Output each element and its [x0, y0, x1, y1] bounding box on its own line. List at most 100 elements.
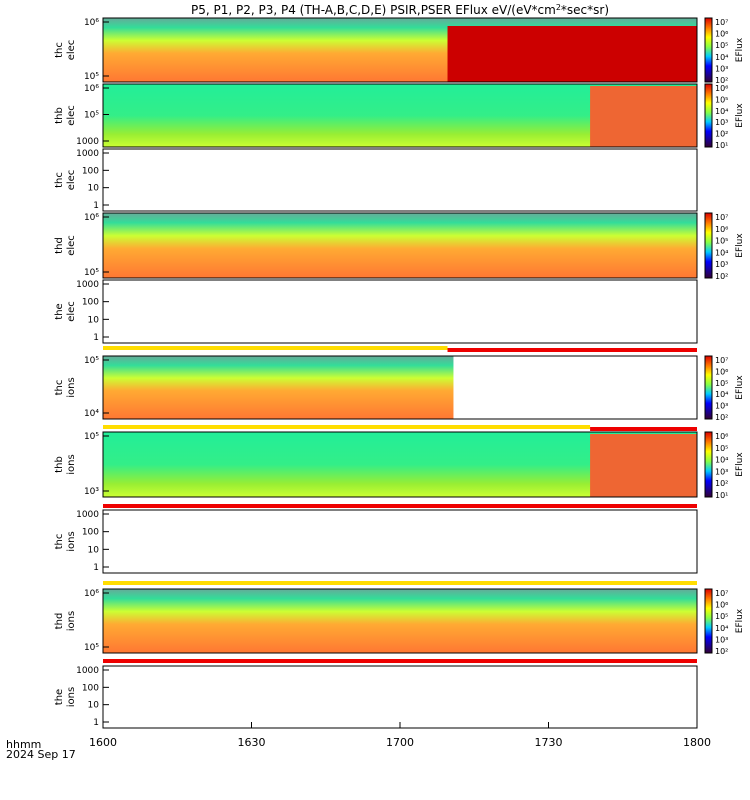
colorbar-tick-label: 10⁶ — [715, 225, 728, 234]
y-tick-label: 10⁶ — [84, 84, 99, 94]
colorbar-tick-label: 10⁴ — [715, 624, 728, 633]
panel-label-probe: thc — [54, 42, 65, 58]
date-label: 2024 Sep 17 — [6, 748, 76, 761]
y-tick-label: 1 — [93, 718, 99, 728]
y-tick-label: 10 — [88, 184, 100, 194]
panel-3: 1 10 100 1000 thc elec — [54, 148, 698, 212]
colorbar-tick-label: 10⁴ — [715, 456, 728, 465]
panel-9: 10⁷ 10⁶ 10⁵ 10⁴ 10³ 10² EFlux 10⁵ 10⁶ thd ions — [54, 588, 745, 656]
heatmap-fill — [103, 589, 697, 653]
colorbar-label: EFlux — [735, 375, 745, 400]
y-tick-label: 10⁴ — [84, 409, 99, 419]
x-tick-label: 1800 — [683, 736, 711, 749]
panel-frame — [102, 279, 698, 344]
y-tick-label: 1 — [93, 333, 99, 343]
figure-title: P5, P1, P2, P3, P4 (TH-A,B,C,D,E) PSIR,P… — [191, 3, 609, 17]
colorbar-tick-label: 10⁶ — [715, 84, 728, 93]
colorbar-tick-label: 10⁴ — [715, 390, 728, 399]
y-tick-label: 10⁶ — [84, 589, 99, 599]
colorbar-tick-label: 10⁶ — [715, 601, 728, 610]
panel-label-species: elec — [66, 105, 77, 126]
colorbar-tick-label: 10³ — [715, 118, 728, 127]
panel-label-probe: thc — [54, 172, 65, 188]
panel-label-species: elec — [66, 170, 77, 191]
x-tick-label: 1730 — [535, 736, 563, 749]
colorbar-tick-label: 10³ — [715, 467, 728, 476]
panel-label-probe: thd — [54, 613, 65, 630]
panel-2: 10⁶ 10⁵ 10⁴ 10³ 10² 10¹ EFlux 1000 10⁵ 10⁶ thb elec — [54, 83, 745, 150]
status-bar — [103, 581, 697, 585]
panel-frame — [102, 212, 698, 279]
panel-label-species: ions — [66, 454, 77, 474]
colorbar-tick-label: 10⁵ — [715, 612, 728, 621]
y-tick-label: 100 — [82, 528, 99, 538]
y-tick-label: 10⁵ — [84, 72, 99, 82]
y-tick-label: 1000 — [76, 137, 99, 147]
colorbar-label: EFlux — [735, 233, 745, 258]
colorbar-tick-label: 10⁶ — [715, 432, 728, 441]
y-tick-label: 10⁵ — [84, 111, 99, 121]
heatmap-block — [590, 434, 697, 497]
heatmap-fill — [103, 213, 697, 278]
colorbar-tick-label: 10² — [715, 272, 728, 281]
panel-label-probe: thc — [54, 380, 65, 396]
colorbar — [704, 83, 713, 148]
panel-6: 10⁷ 10⁶ 10⁵ 10⁴ 10³ 10² EFlux 10⁴ 10⁵ thc ions — [54, 355, 745, 422]
y-tick-label: 10⁵ — [84, 432, 99, 442]
y-tick-label: 10³ — [84, 487, 99, 497]
colorbar-tick-label: 10⁴ — [715, 107, 728, 116]
colorbar-tick-label: 10³ — [715, 64, 728, 73]
colorbar-tick-label: 10² — [715, 479, 728, 488]
status-bar — [447, 348, 697, 352]
colorbar-tick-label: 10⁷ — [715, 213, 728, 222]
panel-frame — [102, 17, 698, 83]
colorbar — [704, 355, 713, 420]
colorbar-tick-label: 10¹ — [715, 141, 728, 150]
colorbar-tick-label: 10⁵ — [715, 237, 728, 246]
panel-label-species: ions — [66, 377, 77, 397]
colorbar-label: EFlux — [735, 608, 745, 633]
colorbar-label: EFlux — [735, 37, 745, 62]
y-tick-label: 1000 — [76, 149, 99, 159]
y-tick-label: 1000 — [76, 510, 99, 520]
colorbar-tick-label: 10³ — [715, 635, 728, 644]
colorbar — [704, 431, 713, 498]
colorbar-label: EFlux — [735, 103, 745, 128]
colorbar-tick-label: 10³ — [715, 402, 728, 411]
heatmap-block — [447, 26, 697, 82]
panel-label-probe: the — [54, 303, 65, 319]
x-tick-label: 1630 — [238, 736, 266, 749]
status-bar — [103, 346, 448, 350]
colorbar-tick-label: 10⁵ — [715, 41, 728, 50]
panel-label-species: elec — [66, 40, 77, 61]
heatmap-block — [590, 86, 697, 147]
y-tick-label: 1 — [93, 201, 99, 211]
y-tick-label: 10⁵ — [84, 268, 99, 278]
panel-label-species: ions — [66, 531, 77, 551]
colorbar-tick-label: 10¹ — [715, 491, 728, 500]
colorbar — [704, 212, 713, 279]
y-tick-label: 100 — [82, 683, 99, 693]
x-tick-label: 1600 — [89, 736, 117, 749]
colorbar-tick-label: 10⁴ — [715, 53, 728, 62]
panel-frame — [102, 148, 698, 212]
y-tick-label: 1000 — [76, 280, 99, 290]
panel-frame — [102, 588, 698, 654]
colorbar-tick-label: 10⁶ — [715, 30, 728, 39]
panel-5: 1 10 100 1000 the elec — [54, 279, 698, 344]
colorbar — [704, 17, 713, 83]
panel-label-species: ions — [66, 687, 77, 707]
status-bar — [103, 425, 591, 429]
colorbar-tick-label: 10⁶ — [715, 367, 728, 376]
panel-label-probe: thc — [54, 534, 65, 550]
panel-label-probe: thb — [54, 456, 65, 473]
colorbar-tick-label: 10² — [715, 647, 728, 656]
y-tick-label: 10⁶ — [84, 18, 99, 28]
panel-10: 1 10 100 1000 the ions — [54, 665, 698, 729]
y-tick-label: 1000 — [76, 666, 99, 676]
y-tick-label: 100 — [82, 298, 99, 308]
panel-frame — [102, 509, 698, 574]
colorbar-tick-label: 10³ — [715, 260, 728, 269]
